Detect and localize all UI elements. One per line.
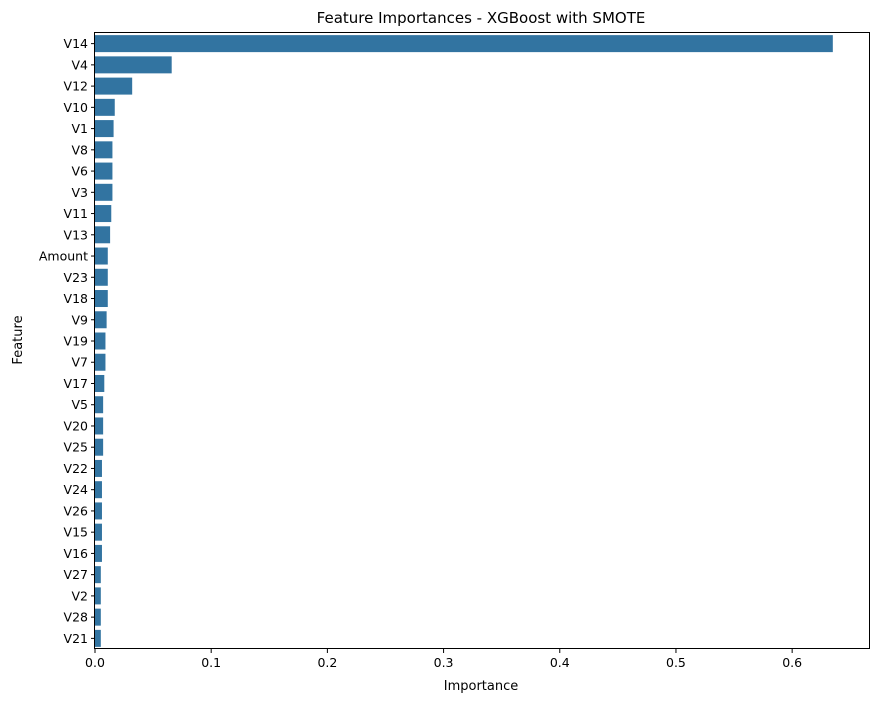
bar-v2 [95,587,101,605]
y-tick-label: V17 [64,376,88,391]
bars-group [95,35,833,647]
bar-v23 [95,268,108,286]
bar-v21 [95,629,101,647]
chart-title: Feature Importances - XGBoost with SMOTE [317,9,646,27]
bar-v6 [95,162,113,180]
y-tick-label: V6 [71,164,88,179]
y-tick-label: V20 [64,418,89,433]
bar-v24 [95,481,102,499]
y-tick-label: V26 [64,503,89,518]
x-tick-label: 0.1 [201,655,221,670]
y-tick-label: V12 [64,79,88,94]
bar-v11 [95,205,112,223]
y-tick-label: V23 [64,270,88,285]
bar-v22 [95,459,102,477]
bar-v4 [95,56,172,74]
y-tick-label: V3 [71,185,88,200]
x-tick-label: 0.6 [782,655,802,670]
y-tick-label: V10 [64,100,89,115]
y-tick-label: V18 [64,291,89,306]
bar-v7 [95,353,106,371]
plot-frame [94,32,870,649]
y-tick-label: V9 [71,312,88,327]
bar-v8 [95,141,113,159]
y-tick-label: V5 [71,397,88,412]
bar-v25 [95,438,104,456]
y-axis-label: Feature [11,315,26,364]
bar-amount [95,247,108,265]
bar-v20 [95,417,104,435]
y-tick-label: V28 [64,610,89,625]
bar-v14 [95,35,833,53]
y-tick-label: V16 [64,546,89,561]
y-tick-label: Amount [39,249,88,264]
x-axis-label: Importance [444,679,519,694]
x-axis-ticks: 0.0 0.1 0.2 0.3 0.4 0.5 0.6 [85,649,802,670]
y-tick-label: V21 [64,631,88,646]
y-tick-label: V4 [71,57,88,72]
bar-v5 [95,396,104,414]
bar-v18 [95,290,108,308]
y-tick-label: V7 [71,355,88,370]
bar-v16 [95,544,102,562]
x-tick-label: 0.5 [666,655,686,670]
bar-v26 [95,502,102,520]
bar-v27 [95,566,101,584]
x-tick-label: 0.4 [550,655,570,670]
y-tick-label: V13 [64,227,88,242]
bar-v1 [95,120,114,138]
bar-v9 [95,311,107,329]
y-tick-label: V15 [64,525,88,540]
bar-v15 [95,523,102,541]
x-tick-label: 0.3 [434,655,454,670]
bar-v28 [95,608,101,626]
x-tick-label: 0.2 [317,655,337,670]
bar-v13 [95,226,111,244]
y-tick-label: V22 [64,461,88,476]
y-axis-ticks: V14 V4 V12 V10 V1 V8 V6 V3 V11 V13 Amount V23 V18 V9 V… [39,36,95,646]
y-tick-label: V14 [64,36,89,51]
x-tick-label: 0.0 [85,655,105,670]
y-tick-label: V19 [64,334,89,349]
bar-v17 [95,374,105,392]
bar-v19 [95,332,106,350]
y-tick-label: V25 [64,440,88,455]
y-tick-label: V11 [64,206,88,221]
bar-v12 [95,77,133,95]
y-tick-label: V8 [71,142,88,157]
y-tick-label: V27 [64,567,88,582]
bar-v10 [95,98,115,116]
y-tick-label: V2 [71,588,88,603]
bar-v3 [95,183,113,201]
y-tick-label: V24 [64,482,89,497]
y-tick-label: V1 [71,121,88,136]
